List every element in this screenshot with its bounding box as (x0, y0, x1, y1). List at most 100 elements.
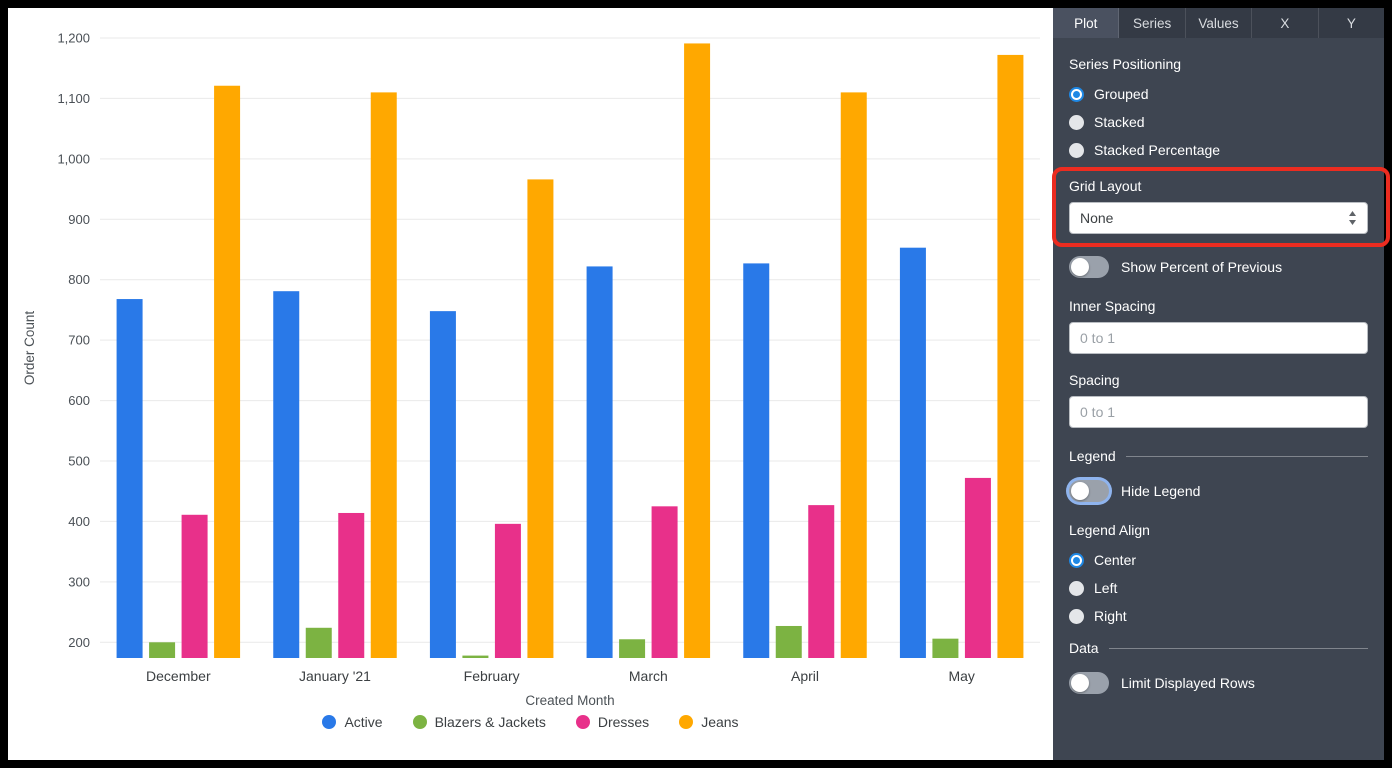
grid-layout-label: Grid Layout (1069, 178, 1142, 194)
bar-blazers-jackets-april (775, 625, 802, 658)
toggle-knob (1071, 482, 1089, 500)
legend-section-header: Legend (1069, 448, 1368, 464)
bar-jeans-february (527, 179, 554, 658)
x-category-label: January '21 (299, 668, 371, 684)
radio-label: Right (1094, 608, 1127, 624)
y-tick-label: 900 (68, 212, 90, 227)
panel-body: Series Positioning Grouped Stacked Stack… (1053, 38, 1384, 698)
x-category-label: March (629, 668, 668, 684)
radio-icon (1069, 142, 1084, 158)
legend-item-active[interactable]: Active (322, 714, 383, 730)
show-percent-of-previous-label: Show Percent of Previous (1121, 259, 1283, 275)
legend-align-label: Legend Align (1069, 522, 1150, 538)
bar-dresses-april (808, 505, 835, 658)
y-tick-label: 400 (68, 514, 90, 529)
chart-legend: Active Blazers & Jackets Dresses Jeans (8, 714, 1053, 752)
updown-arrows-icon (1349, 211, 1356, 225)
hide-legend-label: Hide Legend (1121, 483, 1201, 499)
chart-pane: 200 300 400 500 600 700 800 900 1,000 1,100 1,200 D… (8, 8, 1053, 760)
config-panel: Plot Series Values X Y Series Positionin… (1053, 8, 1384, 760)
legend-dot-icon (322, 715, 337, 729)
radio-selected-icon (1069, 552, 1084, 568)
bar-blazers-jackets-december (149, 642, 176, 658)
radio-label: Left (1094, 580, 1118, 596)
limit-displayed-rows-label: Limit Displayed Rows (1121, 675, 1255, 691)
y-axis-title: Order Count (22, 311, 37, 386)
radio-legend-left[interactable]: Left (1069, 574, 1368, 602)
bars (116, 43, 1024, 659)
bar-dresses-december (181, 514, 208, 658)
y-tick-label: 1,200 (57, 31, 90, 46)
grid-layout-select[interactable]: None (1069, 202, 1368, 234)
inner-spacing-label: Inner Spacing (1069, 298, 1156, 314)
y-tick-label: 700 (68, 333, 90, 348)
legend-label: Jeans (701, 714, 739, 730)
legend-dot-icon (412, 715, 427, 729)
radio-selected-icon (1069, 86, 1084, 102)
bar-jeans-april (840, 92, 867, 658)
bar-blazers-jackets-january-21 (305, 627, 332, 658)
tab-y[interactable]: Y (1346, 15, 1356, 31)
spacing-label: Spacing (1069, 372, 1120, 388)
bar-dresses-march (651, 506, 678, 658)
radio-stacked[interactable]: Stacked (1069, 108, 1368, 136)
x-category-label: December (146, 668, 211, 684)
y-tick-label: 500 (68, 454, 90, 469)
x-category-label: May (948, 668, 974, 684)
legend-item-dresses[interactable]: Dresses (575, 714, 650, 730)
radio-legend-center[interactable]: Center (1069, 546, 1368, 574)
bar-dresses-january-21 (338, 512, 365, 658)
series-positioning-title: Series Positioning (1069, 56, 1182, 72)
x-axis-title: Created Month (525, 693, 614, 708)
legend-label: Blazers & Jackets (434, 714, 546, 730)
y-tick-label: 200 (68, 635, 90, 650)
radio-label: Stacked (1094, 114, 1145, 130)
radio-stacked-percentage[interactable]: Stacked Percentage (1069, 136, 1368, 164)
bar-chart: 200 300 400 500 600 700 800 900 1,000 1,100 1,200 D… (22, 31, 1040, 708)
legend-label: Active (344, 714, 383, 730)
radio-legend-right[interactable]: Right (1069, 602, 1368, 630)
tab-plot[interactable]: Plot (1053, 8, 1120, 38)
x-category-label: February (464, 668, 520, 684)
y-tick-label: 300 (68, 574, 90, 589)
radio-icon (1069, 580, 1084, 596)
bar-blazers-jackets-february (462, 655, 489, 658)
toggle-knob (1071, 674, 1089, 692)
tab-values[interactable]: Values (1186, 8, 1253, 38)
bar-blazers-jackets-may (932, 638, 959, 658)
bar-dresses-february (494, 523, 521, 658)
legend-item-blazers-jackets[interactable]: Blazers & Jackets (412, 714, 546, 730)
radio-grouped[interactable]: Grouped (1069, 80, 1368, 108)
x-category-label: April (791, 668, 819, 684)
data-section-header: Data (1069, 640, 1368, 656)
bar-active-march (586, 266, 613, 658)
radio-label: Grouped (1094, 86, 1149, 102)
y-tick-label: 1,000 (57, 151, 90, 166)
legend-dot-icon (575, 715, 590, 729)
inner-spacing-input[interactable] (1069, 322, 1368, 354)
toggle-limit-displayed-rows[interactable] (1069, 672, 1109, 694)
bar-dresses-may (964, 477, 991, 658)
spacing-input[interactable] (1069, 396, 1368, 428)
toggle-hide-legend[interactable] (1069, 480, 1109, 502)
legend-item-jeans[interactable]: Jeans (679, 714, 739, 730)
bar-jeans-may (997, 54, 1024, 658)
legend-section-label: Legend (1069, 448, 1116, 464)
radio-label: Stacked Percentage (1094, 142, 1221, 158)
bar-blazers-jackets-march (619, 639, 646, 658)
panel-tabs: Plot Series Values X Y (1053, 8, 1384, 38)
bar-active-may (899, 247, 926, 658)
toggle-knob (1071, 258, 1089, 276)
bar-active-december (116, 299, 143, 658)
tab-x[interactable]: X (1252, 8, 1319, 38)
y-tick-label: 600 (68, 393, 90, 408)
legend-dot-icon (679, 715, 694, 729)
toggle-show-percent-of-previous[interactable] (1069, 256, 1109, 278)
bar-active-february (429, 311, 456, 658)
legend-label: Dresses (597, 714, 650, 730)
tab-series[interactable]: Series (1119, 8, 1186, 38)
radio-icon (1069, 608, 1084, 624)
radio-label: Center (1094, 552, 1137, 568)
gridlines: 200 300 400 500 600 700 800 900 1,000 1,100 1,200 (57, 31, 1040, 650)
